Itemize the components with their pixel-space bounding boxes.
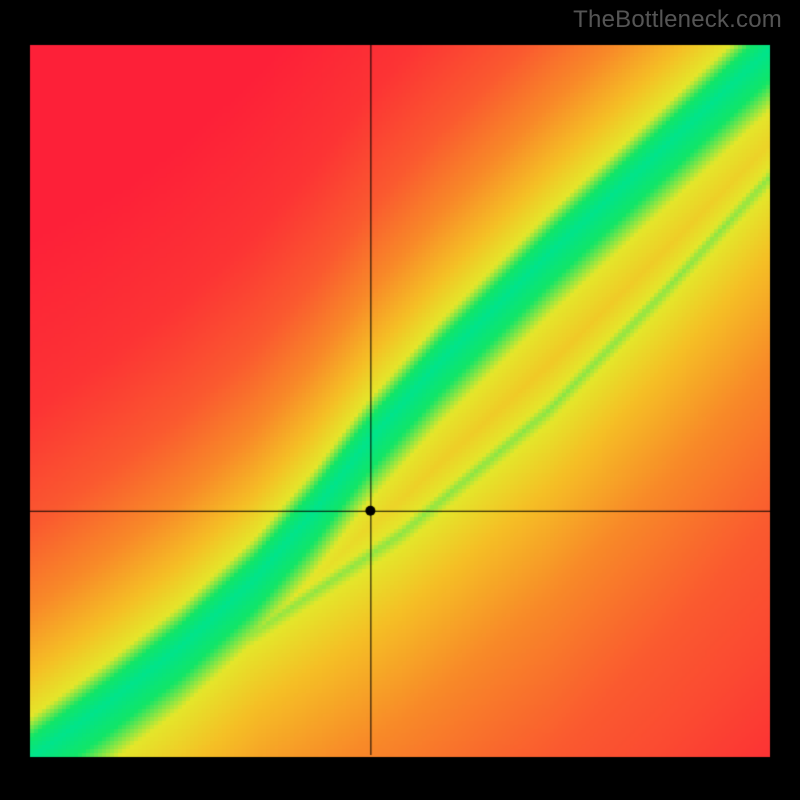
bottleneck-heatmap — [0, 0, 800, 800]
watermark-text: TheBottleneck.com — [573, 6, 782, 34]
